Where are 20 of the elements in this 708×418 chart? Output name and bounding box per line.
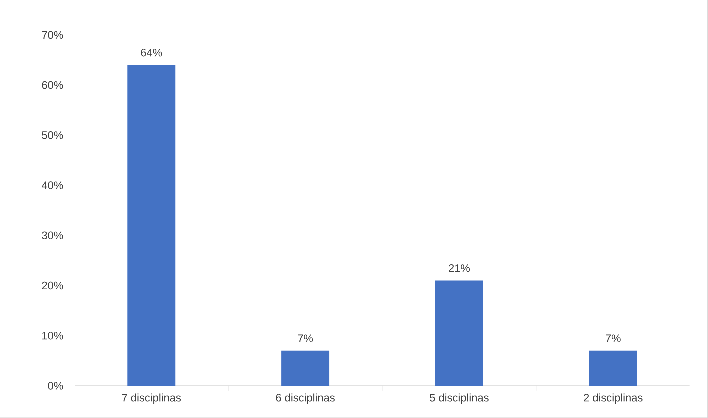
data-label: 7% [298,334,314,342]
data-label: 64% [141,48,162,57]
bar [282,350,330,386]
y-tick-label: 30% [42,232,64,240]
bar [128,65,176,386]
y-tick-label: 60% [42,81,64,90]
y-tick-label: 10% [42,332,64,340]
data-label: 7% [606,334,621,342]
y-tick-label: 40% [42,182,64,190]
y-tick-label: 20% [42,282,64,290]
x-tick-label: 2 disciplinas [584,394,643,404]
x-tick-label: 7 disciplinas [122,394,182,404]
bar [589,350,638,386]
data-label: 21% [449,264,470,272]
y-tick-label: 50% [42,131,64,140]
x-tick-label: 6 disciplinas [276,394,335,404]
x-tick-label: 5 disciplinas [430,394,489,404]
y-tick-label: 70% [42,31,64,39]
y-tick-label: 0% [48,382,64,390]
bar [435,280,484,386]
